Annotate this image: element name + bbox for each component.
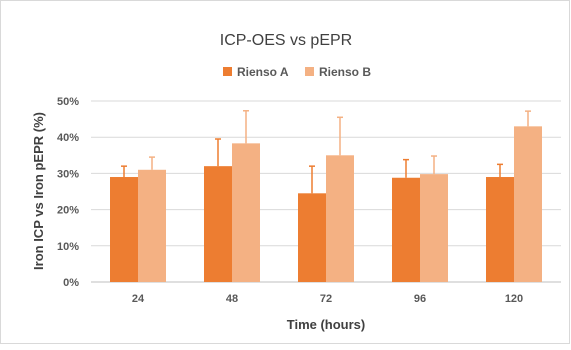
- y-tick-label: 0%: [63, 277, 79, 289]
- legend-label-rienso-b: Rienso B: [319, 65, 371, 79]
- bar-rienso-b-96: [420, 174, 448, 282]
- bar-rienso-a-120: [486, 177, 514, 282]
- y-axis-label: Iron ICP vs Iron pEPR (%): [31, 112, 46, 270]
- bar-rienso-b-48: [232, 143, 260, 282]
- x-tick-label: 120: [505, 293, 523, 305]
- x-axis-ticks: 24 48 72 96 120: [132, 293, 523, 305]
- x-tick-label: 48: [226, 293, 238, 305]
- bar-rienso-a-96: [392, 177, 420, 282]
- bar-rienso-a-72: [298, 193, 326, 282]
- legend-swatch-rienso-b: [305, 67, 314, 76]
- y-axis-ticks: 0% 10% 20% 30% 40% 50%: [57, 96, 79, 289]
- x-tick-label: 96: [414, 293, 426, 305]
- bar-rienso-a-24: [110, 177, 138, 282]
- bars: [110, 126, 542, 282]
- bar-rienso-b-120: [514, 126, 542, 282]
- x-tick-label: 72: [320, 293, 332, 305]
- bar-rienso-a-48: [204, 166, 232, 282]
- legend: Rienso A Rienso B: [223, 65, 371, 79]
- y-tick-label: 20%: [57, 205, 79, 217]
- error-bars: [121, 110, 531, 194]
- legend-swatch-rienso-a: [223, 67, 232, 76]
- y-tick-label: 10%: [57, 241, 79, 253]
- y-tick-label: 40%: [57, 132, 79, 144]
- y-tick-label: 30%: [57, 168, 79, 180]
- legend-label-rienso-a: Rienso A: [237, 65, 289, 79]
- chart-title: ICP-OES vs pEPR: [220, 32, 352, 49]
- bar-rienso-b-24: [138, 169, 166, 282]
- x-axis-label: Time (hours): [287, 317, 366, 332]
- y-tick-label: 50%: [57, 96, 79, 108]
- x-tick-label: 24: [132, 293, 145, 305]
- bar-rienso-b-72: [326, 155, 354, 282]
